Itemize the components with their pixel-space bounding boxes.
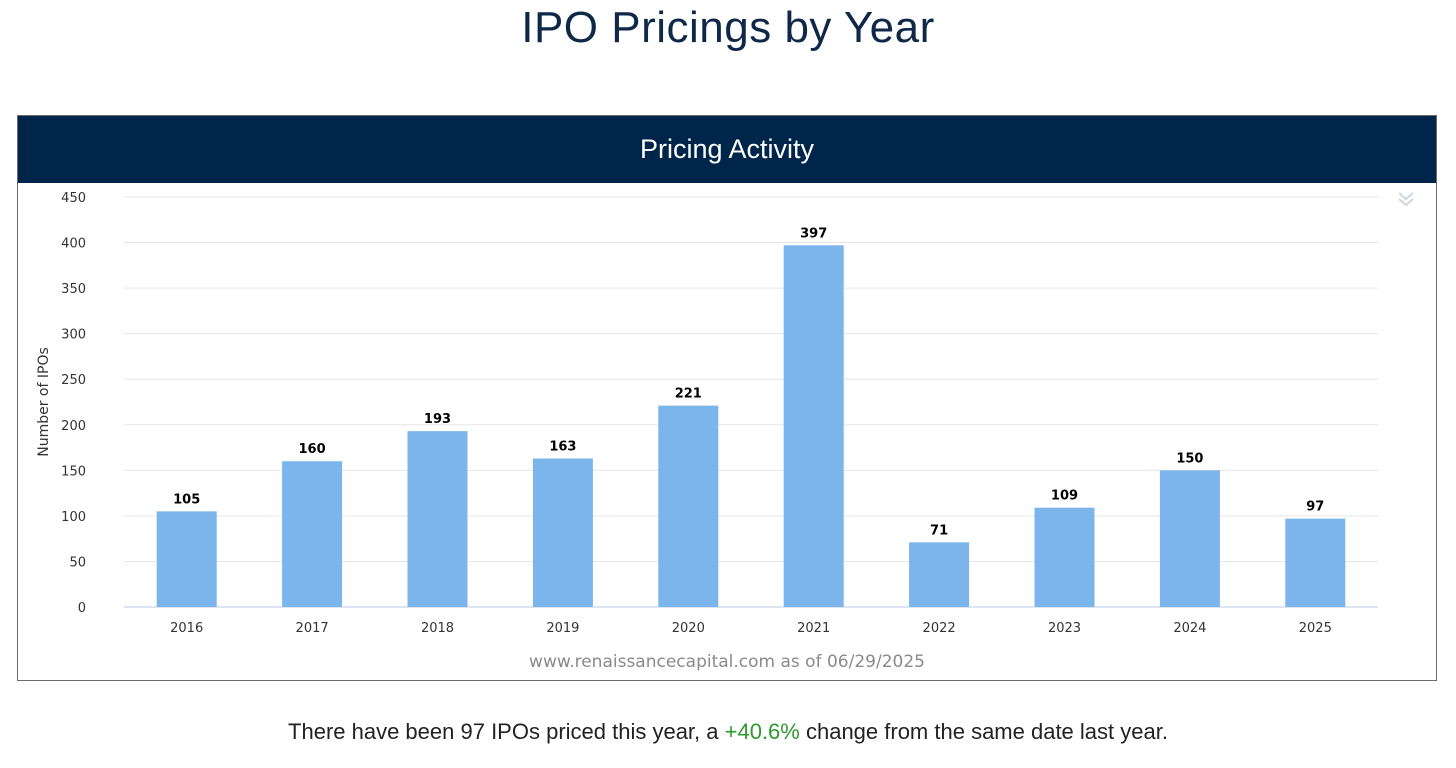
y-tick-label: 100 (61, 510, 86, 525)
data-label-2020: 221 (675, 387, 702, 402)
x-tick-label: 2016 (170, 621, 203, 636)
chart-header-title: Pricing Activity (18, 116, 1436, 183)
bar-2025[interactable] (1285, 518, 1346, 607)
data-label-2019: 163 (549, 439, 576, 454)
bar-chart: 0 50 100 150 200 250 300 350 400 450 105 160 193 163… (36, 191, 1378, 636)
bar-2021[interactable] (783, 245, 844, 608)
x-tick-label: 2025 (1299, 621, 1332, 636)
bar-2024[interactable] (1159, 470, 1220, 607)
data-label-2021: 397 (800, 226, 827, 241)
y-tick-label: 400 (61, 237, 86, 252)
x-tick-label: 2022 (923, 621, 956, 636)
x-axis-ticks: 2016 2017 2018 2019 2020 2021 2022 2023 2024 2025 (170, 621, 1332, 636)
x-tick-label: 2023 (1048, 621, 1081, 636)
bars (156, 245, 1346, 608)
y-tick-label: 250 (61, 373, 86, 388)
y-tick-label: 0 (78, 601, 86, 616)
y-tick-label: 300 (61, 328, 86, 343)
data-label-2018: 193 (424, 412, 451, 427)
summary-text: There have been 97 IPOs priced this year… (0, 719, 1456, 745)
bar-2016[interactable] (156, 511, 217, 607)
source-text: www.renaissancecapital.com as of 06/29/2… (529, 652, 925, 672)
data-label-2025: 97 (1306, 500, 1324, 515)
data-label-2016: 105 (173, 492, 200, 507)
y-axis-title: Number of IPOs (36, 347, 52, 457)
x-tick-label: 2019 (546, 621, 579, 636)
x-tick-label: 2020 (672, 621, 705, 636)
bar-2022[interactable] (909, 542, 970, 607)
bar-2020[interactable] (658, 405, 719, 607)
y-tick-label: 450 (61, 191, 86, 206)
x-tick-label: 2018 (421, 621, 454, 636)
bar-2023[interactable] (1034, 507, 1095, 607)
bar-2019[interactable] (532, 458, 593, 607)
y-tick-label: 150 (61, 464, 86, 479)
chart-card: Pricing Activity 0 50 100 150 200 250 300 350 40… (17, 115, 1437, 681)
data-label-2023: 109 (1051, 489, 1078, 504)
summary-suffix: change from the same date last year. (799, 719, 1168, 744)
double-chevron-down-icon[interactable] (1394, 188, 1418, 212)
data-labels: 105 160 193 163 221 397 71 109 150 97 (173, 226, 1324, 538)
data-label-2022: 71 (930, 523, 948, 538)
summary-prefix: There have been 97 IPOs priced this year… (288, 719, 725, 744)
bar-2018[interactable] (407, 431, 468, 607)
bar-2017[interactable] (282, 461, 343, 607)
data-label-2024: 150 (1176, 451, 1203, 466)
y-axis-ticks: 0 50 100 150 200 250 300 350 400 450 (61, 191, 86, 616)
y-tick-label: 50 (69, 555, 86, 570)
page-title: IPO Pricings by Year (521, 3, 935, 52)
x-tick-label: 2021 (797, 621, 830, 636)
x-tick-label: 2024 (1173, 621, 1206, 636)
y-tick-label: 200 (61, 419, 86, 434)
y-tick-label: 350 (61, 282, 86, 297)
x-tick-label: 2017 (296, 621, 329, 636)
data-label-2017: 160 (299, 442, 326, 457)
summary-change: +40.6% (724, 719, 800, 744)
